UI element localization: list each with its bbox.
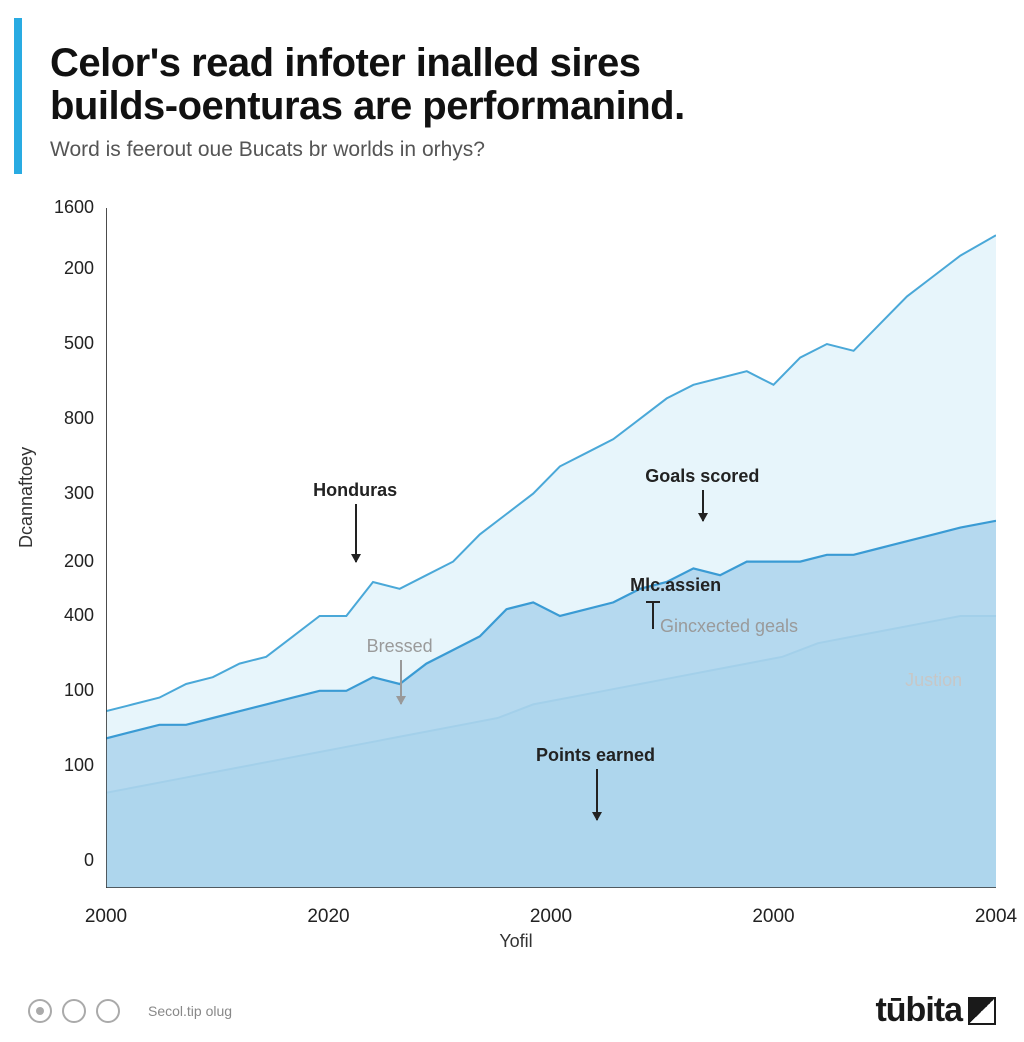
y-tick: 0 bbox=[44, 850, 94, 871]
annotation-arrow-icon bbox=[400, 660, 402, 704]
annotation-label: Goals scored bbox=[645, 466, 759, 487]
y-tick: 200 bbox=[44, 551, 94, 572]
x-tick: 2020 bbox=[307, 906, 349, 928]
brand-mark-icon bbox=[968, 997, 996, 1025]
annotation-label: Bressed bbox=[367, 636, 433, 657]
x-tick: 2000 bbox=[85, 906, 127, 928]
page-subtitle: Word is feerout oue Bucats br worlds in … bbox=[50, 138, 996, 162]
annotation-arrow-icon bbox=[596, 769, 598, 820]
footer-left: Secol.tip olug bbox=[28, 999, 232, 1023]
plot-area: Honduras Goals scored Mlc.assien Gincxected… bbox=[106, 208, 996, 888]
nav-dot-3-icon[interactable] bbox=[96, 999, 120, 1023]
y-tick: 1600 bbox=[44, 197, 94, 218]
title-line-1: Celor's read infoter inalled sires bbox=[50, 41, 641, 85]
y-tick: 300 bbox=[44, 483, 94, 504]
y-axis-label: Dcannaftoey bbox=[16, 447, 37, 548]
nav-dot-1-icon[interactable] bbox=[28, 999, 52, 1023]
y-tick: 100 bbox=[44, 755, 94, 776]
annotation-label: Honduras bbox=[313, 480, 397, 501]
page-title: Celor's read infoter inalled sires build… bbox=[50, 42, 996, 128]
title-line-2: builds-oenturas are performanind. bbox=[50, 84, 685, 128]
x-tick: 2000 bbox=[530, 906, 572, 928]
y-tick: 100 bbox=[44, 680, 94, 701]
footer-credit: Secol.tip olug bbox=[148, 1003, 232, 1019]
chart-container: Dcannaftoey Yofil 1600200500800300200400… bbox=[26, 208, 1006, 948]
annotation-label: Justion bbox=[905, 670, 962, 691]
annotation-arrow-icon bbox=[702, 490, 704, 520]
brand-logo: tūbita bbox=[875, 991, 996, 1030]
nav-dot-2-icon[interactable] bbox=[62, 999, 86, 1023]
x-tick: 2000 bbox=[752, 906, 794, 928]
chart-svg bbox=[106, 208, 996, 888]
y-tick: 500 bbox=[44, 333, 94, 354]
y-tick: 200 bbox=[44, 258, 94, 279]
annotation-label: Mlc.assien bbox=[630, 575, 721, 596]
y-tick: 800 bbox=[44, 408, 94, 429]
annotation-arrow-icon bbox=[355, 504, 357, 562]
annotation-tee-icon bbox=[646, 601, 660, 603]
annotation-label: Gincxected geals bbox=[660, 616, 798, 637]
brand-text: tūbita bbox=[875, 991, 962, 1030]
footer: Secol.tip olug tūbita bbox=[28, 991, 996, 1030]
x-axis-label: Yofil bbox=[499, 931, 532, 952]
annotation-label: Points earned bbox=[536, 745, 655, 766]
header: Celor's read infoter inalled sires build… bbox=[14, 18, 1024, 174]
x-tick: 2004 bbox=[975, 906, 1017, 928]
y-tick: 400 bbox=[44, 605, 94, 626]
